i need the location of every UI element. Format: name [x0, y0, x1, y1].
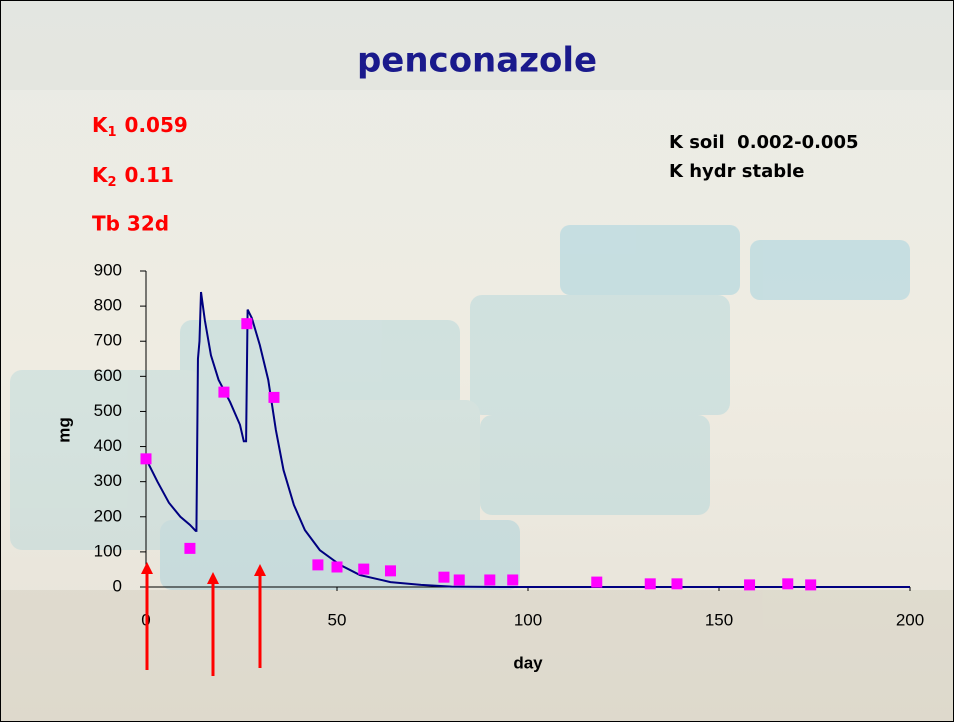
x-tick-label: 200 [896, 610, 924, 629]
y-tick-label: 100 [94, 541, 122, 560]
y-tick-label: 800 [94, 296, 122, 315]
note-k-soil: K soil 0.002-0.005 [669, 132, 859, 153]
y-tick-label: 600 [94, 366, 122, 385]
measured-point [385, 565, 396, 576]
measured-point [782, 578, 793, 589]
measured-point [484, 574, 495, 585]
note-k2: K2 0.11 [92, 163, 174, 190]
x-tick-label: 100 [514, 610, 542, 629]
y-tick-label: 500 [94, 401, 122, 420]
y-tick-label: 200 [94, 506, 122, 525]
note-value: 0.059 [125, 113, 188, 137]
measured-point [218, 387, 229, 398]
note-k1: K1 0.059 [92, 113, 188, 140]
note-symbol: K [92, 163, 109, 187]
y-tick-label: 0 [113, 576, 122, 595]
y-axis-label: mg [54, 417, 73, 443]
measured-point [332, 561, 343, 572]
slide: penconazole K10.059 K20.11 Tb 32d K soil… [0, 0, 954, 722]
note-symbol: K [92, 113, 109, 137]
title: penconazole [357, 41, 597, 81]
measured-point [744, 579, 755, 590]
x-axis-label: day [513, 653, 543, 672]
measured-point [141, 453, 152, 464]
measured-point [805, 579, 816, 590]
x-tick-label: 50 [328, 610, 347, 629]
measured-point [645, 578, 656, 589]
measured-point [591, 577, 602, 588]
measured-point [358, 564, 369, 575]
note-subscript: 1 [108, 125, 117, 140]
y-tick-label: 900 [94, 260, 122, 279]
y-tick-label: 400 [94, 436, 122, 455]
measured-point [507, 574, 518, 585]
y-tick-label: 700 [94, 331, 122, 350]
measured-point [438, 572, 449, 583]
measured-point [184, 543, 195, 554]
note-value: 0.11 [125, 163, 174, 187]
measured-point [268, 392, 279, 403]
note-k-hydr: K hydr stable [669, 161, 805, 182]
measured-point [454, 574, 465, 585]
note-tb: Tb 32d [92, 212, 169, 236]
measured-point [312, 559, 323, 570]
x-tick-label: 150 [705, 610, 733, 629]
measured-point [671, 578, 682, 589]
y-tick-label: 300 [94, 471, 122, 490]
measured-point [241, 318, 252, 329]
note-subscript: 2 [108, 175, 117, 190]
